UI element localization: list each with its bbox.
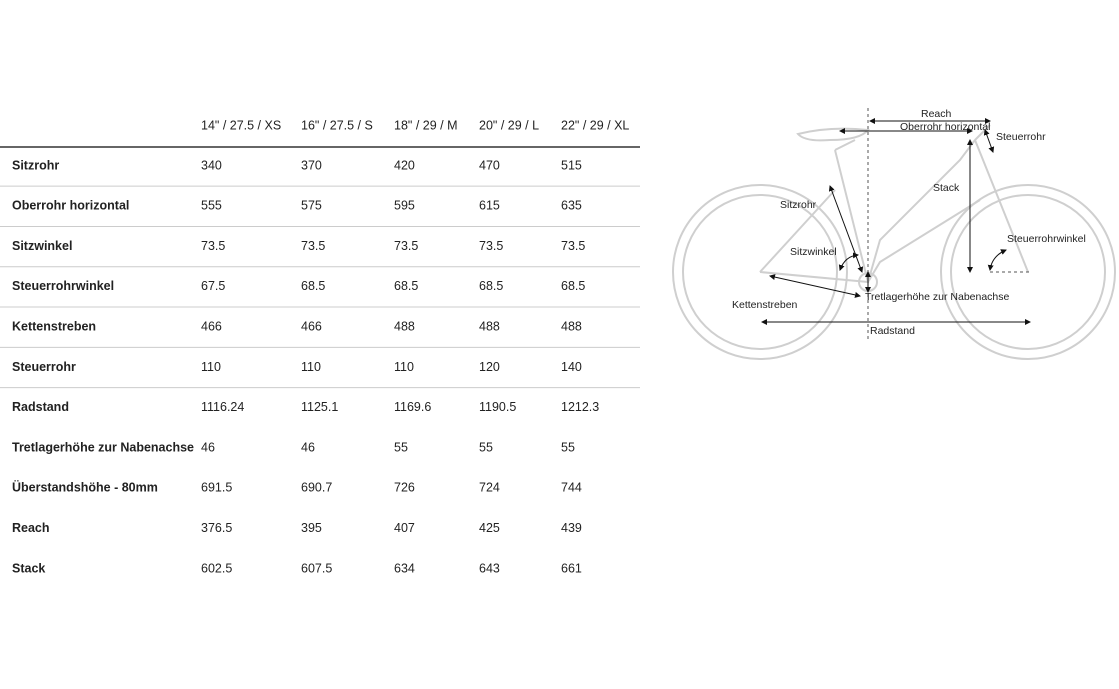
cell: 68.5 — [301, 279, 325, 293]
cell: 376.5 — [201, 521, 232, 535]
cell: 46 — [201, 440, 215, 454]
cell: 1169.6 — [394, 400, 431, 414]
cell: 73.5 — [201, 239, 225, 253]
column-header: 16" / 27.5 / S — [301, 118, 373, 132]
cell: 488 — [394, 319, 415, 333]
diagram-label: Reach — [921, 108, 952, 120]
cell: 691.5 — [201, 481, 232, 495]
diagram-label: Oberrohr horizontal — [900, 121, 990, 133]
cell: 1212.3 — [561, 400, 599, 414]
seat-angle-arrow — [838, 252, 859, 271]
row-label: Radstand — [12, 400, 69, 414]
cell: 68.5 — [394, 279, 418, 293]
cell: 1116.24 — [201, 400, 244, 414]
diagram-label: Tretlagerhöhe zur Nabenachse — [865, 291, 1010, 303]
row-label: Reach — [12, 521, 50, 535]
cell: 615 — [479, 199, 500, 213]
row-label: Steuerrohrwinkel — [12, 279, 114, 293]
head-tube-arrow — [983, 129, 995, 153]
cell: 110 — [201, 360, 221, 374]
cell: 488 — [561, 319, 582, 333]
diagram-label: Sitzrohr — [780, 199, 817, 211]
row-label: Überstandshöhe - 80mm — [12, 480, 158, 495]
column-header: 14" / 27.5 / XS — [201, 118, 281, 132]
cell: 370 — [301, 158, 322, 172]
cell: 120 — [479, 360, 500, 374]
cell: 643 — [479, 561, 500, 575]
cell: 488 — [479, 319, 500, 333]
diagram-label: Stack — [933, 182, 960, 194]
row-label: Tretlagerhöhe zur Nabenachse — [12, 440, 194, 454]
cell: 140 — [561, 360, 582, 374]
front-wheel — [940, 184, 1116, 360]
cell: 73.5 — [561, 239, 585, 253]
cell: 68.5 — [479, 279, 503, 293]
cell: 744 — [561, 481, 582, 495]
cell: 466 — [201, 319, 222, 333]
diagram-label: Radstand — [870, 325, 915, 337]
cell: 466 — [301, 319, 322, 333]
row-label: Steuerrohr — [12, 360, 76, 374]
cell: 55 — [394, 440, 408, 454]
cell: 67.5 — [201, 279, 225, 293]
cell: 555 — [201, 199, 222, 213]
cell: 55 — [479, 440, 493, 454]
cell: 635 — [561, 199, 582, 213]
cell: 634 — [394, 561, 415, 575]
cell: 607.5 — [301, 561, 332, 575]
diagram-label: Steuerrohr — [996, 131, 1046, 143]
row-label: Sitzwinkel — [12, 239, 72, 253]
cell: 46 — [301, 440, 315, 454]
cell: 726 — [394, 481, 415, 495]
cell: 690.7 — [301, 481, 332, 495]
column-header: 20" / 29 / L — [479, 118, 539, 132]
cell: 110 — [394, 360, 414, 374]
column-header: 22" / 29 / XL — [561, 118, 629, 132]
cell: 470 — [479, 158, 500, 172]
cell: 73.5 — [301, 239, 325, 253]
chainstay-arrow — [769, 274, 861, 298]
cell: 68.5 — [561, 279, 585, 293]
row-label: Oberrohr horizontal — [12, 199, 129, 213]
row-label: Kettenstreben — [12, 319, 96, 333]
cell: 661 — [561, 561, 582, 575]
cell: 55 — [561, 440, 575, 454]
cell: 575 — [301, 199, 322, 213]
column-header: 18" / 29 / M — [394, 118, 458, 132]
cell: 724 — [479, 481, 500, 495]
head-angle-arrow — [987, 249, 1007, 271]
cell: 595 — [394, 199, 415, 213]
cell: 340 — [201, 158, 222, 172]
cell: 407 — [394, 521, 415, 535]
diagram-label: Sitzwinkel — [790, 246, 837, 258]
cell: 515 — [561, 158, 582, 172]
cell: 420 — [394, 158, 415, 172]
diagram-label: Steuerrohrwinkel — [1007, 233, 1086, 245]
cell: 110 — [301, 360, 321, 374]
cell: 1125.1 — [301, 400, 338, 414]
front-rim — [950, 194, 1106, 350]
row-label: Stack — [12, 561, 45, 575]
cell: 439 — [561, 521, 582, 535]
row-label: Sitzrohr — [12, 158, 59, 172]
saddle — [796, 127, 870, 142]
cell: 602.5 — [201, 561, 232, 575]
cell: 73.5 — [394, 239, 418, 253]
geometry-table: 14" / 27.5 / XS 16" / 27.5 / S 18" / 29 / … — [0, 118, 640, 575]
cell: 73.5 — [479, 239, 503, 253]
diagram-label: Kettenstreben — [732, 299, 798, 311]
cell: 425 — [479, 521, 500, 535]
cell: 395 — [301, 521, 322, 535]
cell: 1190.5 — [479, 400, 516, 414]
